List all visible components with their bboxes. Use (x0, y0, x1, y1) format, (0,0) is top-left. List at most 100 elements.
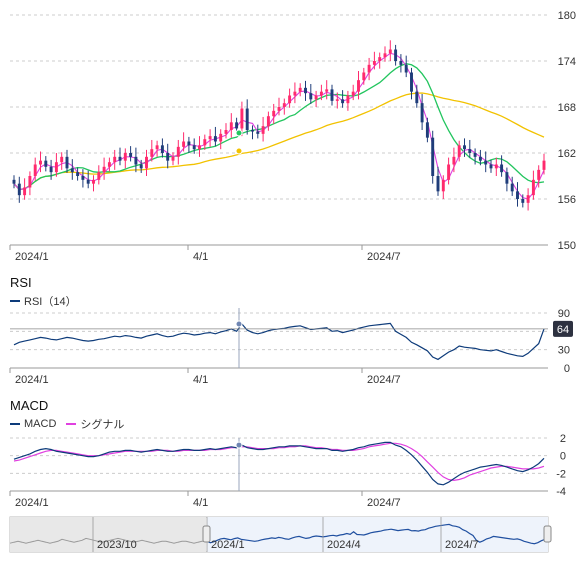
candle-body[interactable] (39, 160, 42, 165)
candle-body[interactable] (394, 49, 398, 62)
candle-body[interactable] (229, 122, 233, 130)
candle-body[interactable] (23, 187, 27, 196)
navigator-panel[interactable]: 2023/10 2024/1 2024/4 2024/7 (9, 516, 552, 553)
candle-body[interactable] (420, 103, 424, 123)
candle-body[interactable] (378, 57, 382, 61)
candle-body[interactable] (457, 145, 461, 157)
candle-body[interactable] (473, 153, 477, 157)
candle-body[interactable] (203, 139, 207, 146)
candle-body[interactable] (298, 87, 302, 92)
candle-body[interactable] (351, 91, 355, 96)
candle-body[interactable] (160, 145, 164, 153)
candle-body[interactable] (463, 145, 466, 150)
candle-body[interactable] (49, 166, 53, 173)
candle-body[interactable] (97, 172, 101, 180)
candle-body[interactable] (372, 61, 376, 65)
candle-body[interactable] (245, 108, 249, 130)
candle-body[interactable] (447, 164, 451, 180)
candle-body[interactable] (139, 164, 143, 169)
candle-body[interactable] (102, 166, 106, 173)
candle-body[interactable] (288, 95, 292, 104)
candle-body[interactable] (219, 133, 223, 142)
candle-body[interactable] (346, 95, 350, 104)
candle-body[interactable] (452, 156, 456, 165)
candle-body[interactable] (182, 141, 186, 147)
candle-body[interactable] (251, 130, 254, 132)
candle-body[interactable] (54, 162, 58, 173)
candle-body[interactable] (113, 156, 117, 163)
candle-body[interactable] (134, 156, 138, 165)
candle-body[interactable] (60, 156, 64, 163)
candle-body[interactable] (431, 137, 435, 176)
candle-body[interactable] (118, 156, 122, 161)
candle-body[interactable] (171, 156, 175, 161)
candle-body[interactable] (304, 87, 307, 94)
candle-body[interactable] (510, 183, 514, 192)
macd-panel[interactable]: -4 -2 0 2 2024/1 4/1 2024/7 (9, 433, 566, 509)
candle-body[interactable] (293, 91, 297, 96)
candle-body[interactable] (357, 80, 360, 92)
candle-body[interactable] (92, 179, 95, 184)
candle-body[interactable] (70, 168, 74, 173)
candle-body[interactable] (240, 108, 244, 129)
candle-body[interactable] (367, 64, 371, 73)
candle-body[interactable] (362, 72, 366, 81)
candle-body[interactable] (468, 149, 472, 153)
candle-body[interactable] (542, 160, 546, 170)
candle-body[interactable] (12, 179, 16, 184)
candle-body[interactable] (383, 53, 387, 58)
candle-body[interactable] (266, 116, 270, 127)
candle-body[interactable] (314, 95, 318, 100)
candle-body[interactable] (224, 130, 228, 134)
candle-body[interactable] (410, 72, 413, 92)
candle-body[interactable] (484, 160, 488, 165)
candle-body[interactable] (76, 172, 80, 176)
candle-body[interactable] (198, 145, 201, 150)
candle-body[interactable] (404, 64, 408, 73)
candle-body[interactable] (516, 191, 519, 199)
candle-body[interactable] (256, 131, 260, 134)
candle-body[interactable] (107, 162, 111, 167)
candle-body[interactable] (28, 176, 32, 188)
candle-body[interactable] (261, 126, 265, 134)
candle-body[interactable] (478, 156, 482, 161)
candle-body[interactable] (436, 176, 440, 192)
candle-body[interactable] (425, 122, 429, 138)
navigator-window[interactable] (207, 517, 548, 552)
candle-body[interactable] (335, 99, 339, 101)
candle-body[interactable] (176, 146, 180, 157)
candle-body[interactable] (235, 122, 239, 129)
candle-body[interactable] (150, 149, 154, 157)
navigator-handle-right[interactable] (543, 525, 552, 543)
candle-body[interactable] (537, 169, 541, 180)
candle-body[interactable] (309, 93, 313, 100)
candle-body[interactable] (123, 153, 127, 161)
candle-body[interactable] (81, 176, 85, 180)
candle-body[interactable] (282, 103, 286, 107)
candle-body[interactable] (521, 199, 525, 203)
candle-body[interactable] (441, 179, 445, 192)
candle-body[interactable] (187, 141, 191, 146)
candle-body[interactable] (65, 156, 69, 169)
candle-body[interactable] (129, 153, 133, 157)
candle-body[interactable] (341, 99, 345, 104)
candle-body[interactable] (489, 164, 493, 169)
candle-body[interactable] (33, 164, 37, 177)
candle-body[interactable] (399, 61, 403, 65)
candle-body[interactable] (192, 145, 196, 150)
candle-body[interactable] (155, 145, 159, 150)
candle-body[interactable] (388, 49, 392, 54)
candle-body[interactable] (277, 107, 281, 111)
candle-body[interactable] (208, 136, 212, 140)
candle-body[interactable] (531, 179, 535, 196)
candle-body[interactable] (494, 164, 498, 169)
candle-body[interactable] (145, 156, 148, 169)
candle-body[interactable] (17, 183, 21, 196)
candle-body[interactable] (44, 160, 48, 167)
candle-body[interactable] (272, 110, 276, 117)
candle-body[interactable] (330, 89, 334, 101)
candle-body[interactable] (325, 89, 329, 92)
candle-body[interactable] (213, 136, 217, 142)
